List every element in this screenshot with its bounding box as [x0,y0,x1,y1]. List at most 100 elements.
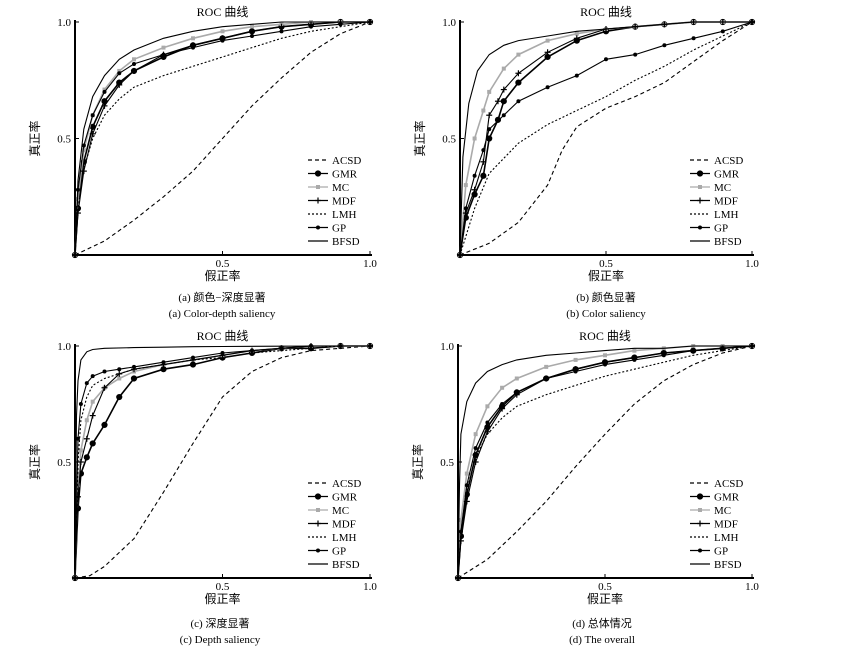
legend-item-mc: MC [308,505,349,517]
series-line [74,345,370,579]
y-tick-label: 1.0 [57,17,71,29]
data-point [691,36,696,41]
data-point [632,357,637,362]
data-point [338,22,343,27]
legend-item-mdf: MDF [690,196,738,208]
series-lmh [457,345,753,579]
data-point [574,73,579,78]
legend-marker [316,225,320,230]
data-point [545,85,550,90]
data-point [487,127,492,132]
data-point [117,71,122,76]
y-tick-label: 1.0 [442,17,456,29]
chart-title: ROC 曲线 [197,5,249,19]
legend-marker [696,170,704,177]
legend-item-mdf: MDF [308,519,356,531]
figure-caption: (d) 总体情况 (d) The overall [452,616,752,648]
y-axis-label: 真正率 [410,444,425,480]
legend-label: GP [714,223,728,235]
data-point [309,24,313,29]
data-point [279,29,284,34]
data-point [516,52,521,57]
data-point [191,355,195,360]
y-tick-label: 1.0 [57,341,71,353]
data-point [720,346,725,351]
legend-item-acsd: ACSD [690,478,743,490]
series-line [459,21,753,256]
series-line [457,345,752,579]
data-point [500,86,507,93]
series-gp [73,344,372,580]
figure-caption: (b) 颜色显著 (b) Color saliency [456,290,756,322]
series-line [74,345,370,579]
legend-label: MDF [332,196,356,208]
data-point [472,173,477,178]
legend-label: ACSD [714,478,743,490]
legend-item-gmr: GMR [690,169,740,181]
x-tick-label: 0.5 [216,258,230,270]
data-point [102,369,107,374]
legend-item-gmr: GMR [308,169,358,181]
series-line [74,21,370,256]
series-line [457,345,753,579]
data-point [83,435,90,442]
data-point [720,29,725,34]
data-point [481,108,486,113]
series-line [74,21,371,256]
legend-marker [314,170,322,177]
legend-item-mdf: MDF [690,519,738,531]
data-point [279,346,284,351]
data-point [132,364,136,369]
roc-chart-depth: ROC 曲线 0.5 1.0 0.5 1.0 假正率 真正率 ACSD GMR MC MDF LMH G… [0,0,420,653]
data-point [500,402,505,406]
data-point [661,353,666,358]
legend-marker [316,548,320,553]
data-point [480,158,487,165]
legend-label: MC [714,182,731,194]
data-point [191,45,195,50]
caption-en: (c) Depth saliency [179,634,261,646]
x-axis-label: 假正率 [204,591,240,606]
legend-marker [314,493,322,500]
data-point [500,98,507,105]
legend-label: MDF [332,519,356,531]
data-point [220,38,225,43]
legend-item-mc: MC [308,182,349,194]
data-point [458,529,463,534]
data-point [81,148,86,153]
data-point [604,57,608,62]
series-line [457,345,753,579]
data-point [250,33,254,38]
data-point [77,459,84,465]
data-point [573,357,578,362]
series-acsd [457,345,753,579]
legend-item-acsd: ACSD [308,478,361,490]
caption-en: (a) Color-depth saliency [168,308,276,320]
data-point [515,70,522,77]
legend-item-lmh: LMH [690,209,739,221]
legend-label: ACSD [714,155,743,167]
series-line [74,345,371,579]
legend-label: MDF [714,196,738,208]
legend-label: MC [714,505,731,517]
legend-item-mc: MC [690,182,731,194]
series-bfsd [74,21,370,256]
chart-title: ROC 曲线 [580,5,632,19]
data-point [573,369,578,374]
x-tick-label: 0.5 [216,581,230,593]
legend-label: GMR [332,492,358,504]
series-lmh [459,21,753,256]
legend-item-gmr: GMR [690,492,740,504]
legend-label: GP [332,546,346,558]
series-line [74,345,370,579]
data-point [514,390,519,395]
data-point [278,23,285,30]
legend-label: ACSD [332,478,361,490]
legend-label: MDF [714,519,738,531]
data-point [161,360,166,365]
series-line [459,21,752,256]
legend-item-bfsd: BFSD [690,559,742,571]
data-point [131,67,137,74]
data-point [544,376,549,381]
legend-item-mdf: MDF [308,196,356,208]
